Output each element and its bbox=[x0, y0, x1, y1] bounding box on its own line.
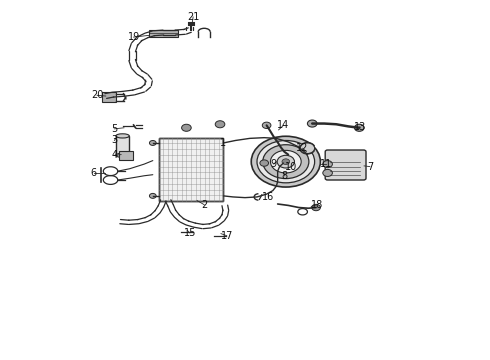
Text: 16: 16 bbox=[262, 192, 274, 202]
Text: 9: 9 bbox=[271, 159, 277, 169]
FancyBboxPatch shape bbox=[149, 30, 178, 37]
Circle shape bbox=[307, 120, 317, 127]
Ellipse shape bbox=[116, 153, 129, 157]
Polygon shape bbox=[159, 138, 223, 201]
Circle shape bbox=[312, 204, 320, 211]
Text: 1: 1 bbox=[220, 138, 226, 148]
Text: 10: 10 bbox=[285, 162, 297, 172]
Circle shape bbox=[282, 159, 290, 165]
Text: 18: 18 bbox=[311, 200, 323, 210]
Circle shape bbox=[323, 161, 332, 168]
Ellipse shape bbox=[116, 134, 129, 138]
Circle shape bbox=[260, 160, 269, 166]
Circle shape bbox=[262, 122, 271, 129]
Circle shape bbox=[182, 124, 191, 131]
Text: 19: 19 bbox=[127, 32, 140, 42]
FancyBboxPatch shape bbox=[119, 151, 133, 160]
Circle shape bbox=[263, 145, 309, 179]
Text: 15: 15 bbox=[184, 228, 196, 238]
Text: 3: 3 bbox=[111, 135, 118, 145]
Text: 21: 21 bbox=[187, 12, 199, 22]
Circle shape bbox=[300, 143, 315, 153]
Text: 11: 11 bbox=[319, 159, 332, 169]
Text: 4: 4 bbox=[111, 150, 118, 160]
Circle shape bbox=[215, 121, 225, 128]
Text: 6: 6 bbox=[91, 168, 97, 178]
Circle shape bbox=[354, 124, 364, 131]
Circle shape bbox=[323, 170, 332, 176]
Circle shape bbox=[149, 140, 156, 145]
Text: 13: 13 bbox=[354, 122, 367, 132]
Text: 14: 14 bbox=[277, 120, 290, 130]
Circle shape bbox=[277, 155, 294, 168]
FancyBboxPatch shape bbox=[325, 150, 366, 180]
Circle shape bbox=[149, 193, 156, 198]
FancyBboxPatch shape bbox=[102, 92, 116, 102]
Text: 8: 8 bbox=[282, 171, 288, 181]
Text: 20: 20 bbox=[91, 90, 103, 100]
Bar bbox=[116, 136, 129, 155]
Circle shape bbox=[257, 140, 315, 183]
Text: 7: 7 bbox=[367, 162, 373, 172]
Text: 5: 5 bbox=[111, 124, 118, 134]
Text: 2: 2 bbox=[201, 200, 207, 210]
Circle shape bbox=[251, 136, 320, 187]
Text: 12: 12 bbox=[296, 143, 309, 153]
Circle shape bbox=[270, 150, 301, 173]
Text: 17: 17 bbox=[220, 231, 233, 241]
